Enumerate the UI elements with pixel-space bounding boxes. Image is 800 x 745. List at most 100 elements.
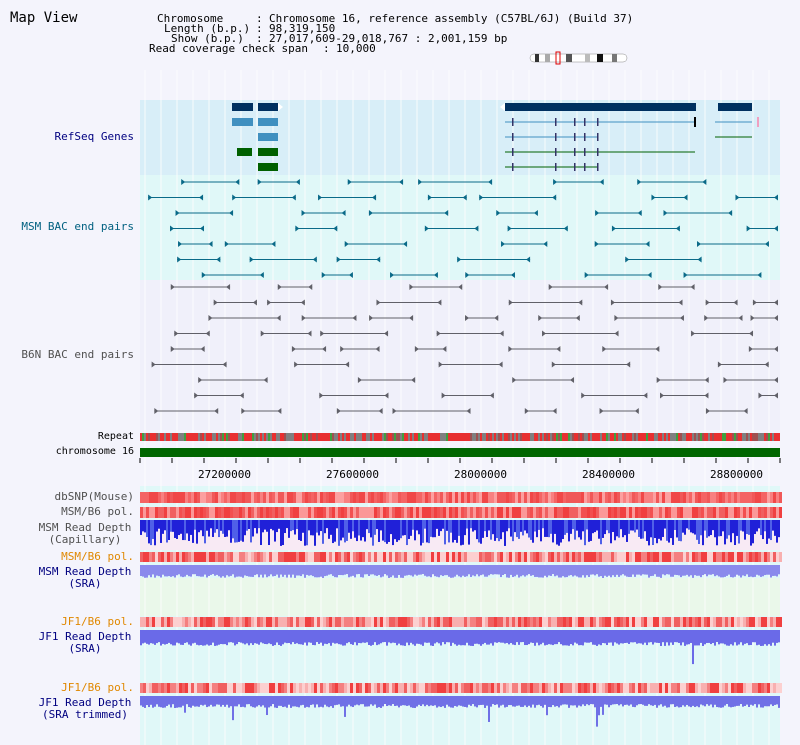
heat-mark [395,683,398,693]
track-label-b6n-bac[interactable]: B6N BAC end pairs [21,348,134,361]
depth-bar [302,696,304,705]
track-label-msm-b6-pol-2[interactable]: MSM/B6 pol. [61,550,134,563]
depth-bar [604,630,606,644]
depth-bar [188,630,190,645]
depth-bar [488,696,490,722]
depth-bar [750,630,752,645]
depth-bar [712,630,714,644]
heat-mark [689,617,692,627]
depth-bar [146,696,148,706]
depth-bar [630,565,632,577]
depth-bar [676,565,678,576]
depth-bar [530,630,532,643]
depth-bar [718,630,720,645]
depth-bar [680,696,682,708]
track-label-jf1-depth-trimmed[interactable]: JF1 Read Depth (SRA trimmed) [30,697,140,721]
heat-mark [488,617,491,627]
depth-bar [322,630,324,646]
heat-mark [719,683,722,693]
heat-mark [323,552,326,562]
heat-mark [668,552,671,562]
repeat-mark [164,433,166,441]
bac-end-marker [489,392,494,399]
track-label-msm-depth-sra[interactable]: MSM Read Depth (SRA) [30,566,140,590]
repeat-mark [148,433,150,441]
depth-bar [622,630,624,644]
heat-mark [302,552,305,562]
bac-end-marker [647,272,652,278]
depth-bar [352,565,354,576]
depth-bar [266,565,268,578]
depth-bar [496,630,498,643]
depth-bar [584,630,586,643]
heat-mark [221,492,224,503]
heat-mark [479,683,482,693]
track-label-jf1-b6-pol-1[interactable]: JF1/B6 pol. [61,615,134,628]
heat-mark [380,683,383,693]
repeat-mark [584,433,586,441]
heat-mark [524,552,527,562]
heat-mark [179,492,182,503]
repeat-mark [202,433,204,441]
depth-bar [536,696,538,706]
depth-bar [418,565,420,575]
depth-bar [264,565,266,575]
track-label-msm-b6-pol-1[interactable]: MSM/B6 pol. [61,505,134,518]
track-label-jf1-b6-pol-2[interactable]: JF1/B6 pol. [61,681,134,694]
heat-mark [407,552,410,562]
heat-mark [230,683,233,693]
depth-bar [746,565,748,575]
depth-bar [372,696,374,706]
bac-end-marker [336,408,341,414]
heat-mark [398,507,401,518]
heat-mark [332,552,335,562]
depth-bar [602,630,604,643]
depth-bar [378,696,380,708]
heat-mark [218,507,221,518]
heat-mark [533,492,536,503]
track-label-msm-bac[interactable]: MSM BAC end pairs [21,220,134,233]
heat-mark [344,507,347,518]
depth-bar [300,520,302,541]
heat-mark [221,552,224,562]
heat-mark [176,552,179,562]
depth-bar [228,630,230,643]
heat-mark [710,507,713,518]
heat-mark [593,492,596,503]
heat-mark [320,683,323,693]
heat-mark [212,507,215,518]
track-label-dbsnp[interactable]: dbSNP(Mouse) [54,490,134,503]
heat-mark [419,683,422,693]
repeat-mark [458,433,460,441]
heat-mark [488,683,491,693]
depth-bar [544,520,546,537]
track-label-jf1-depth-sra[interactable]: JF1 Read Depth (SRA) [30,631,140,655]
bac-end-marker [507,225,512,232]
depth-bar [422,520,424,543]
depth-bar [756,565,758,575]
depth-bar [158,630,160,643]
heat-mark [485,552,488,562]
heat-mark [656,683,659,693]
depth-bar [488,520,490,531]
depth-bar [658,630,660,643]
depth-bar [170,630,172,645]
bac-end-marker [474,225,479,232]
depth-bar [654,696,656,705]
bac-end-marker [728,210,733,216]
heat-mark [353,617,356,627]
heat-mark [710,683,713,693]
depth-bar [578,630,580,646]
heat-mark [575,683,578,693]
depth-bar [676,630,678,643]
depth-bar [526,696,528,708]
bac-end-marker [312,256,317,263]
bac-end-marker [697,241,702,247]
track-label-refseq[interactable]: RefSeq Genes [54,130,134,143]
depth-bar [768,565,770,575]
depth-bar [398,520,400,541]
track-label-msm-depth-capillary[interactable]: MSM Read Depth (Capillary) [30,522,140,546]
depth-bar [708,630,710,643]
depth-bar [582,565,584,576]
depth-bar [466,696,468,708]
